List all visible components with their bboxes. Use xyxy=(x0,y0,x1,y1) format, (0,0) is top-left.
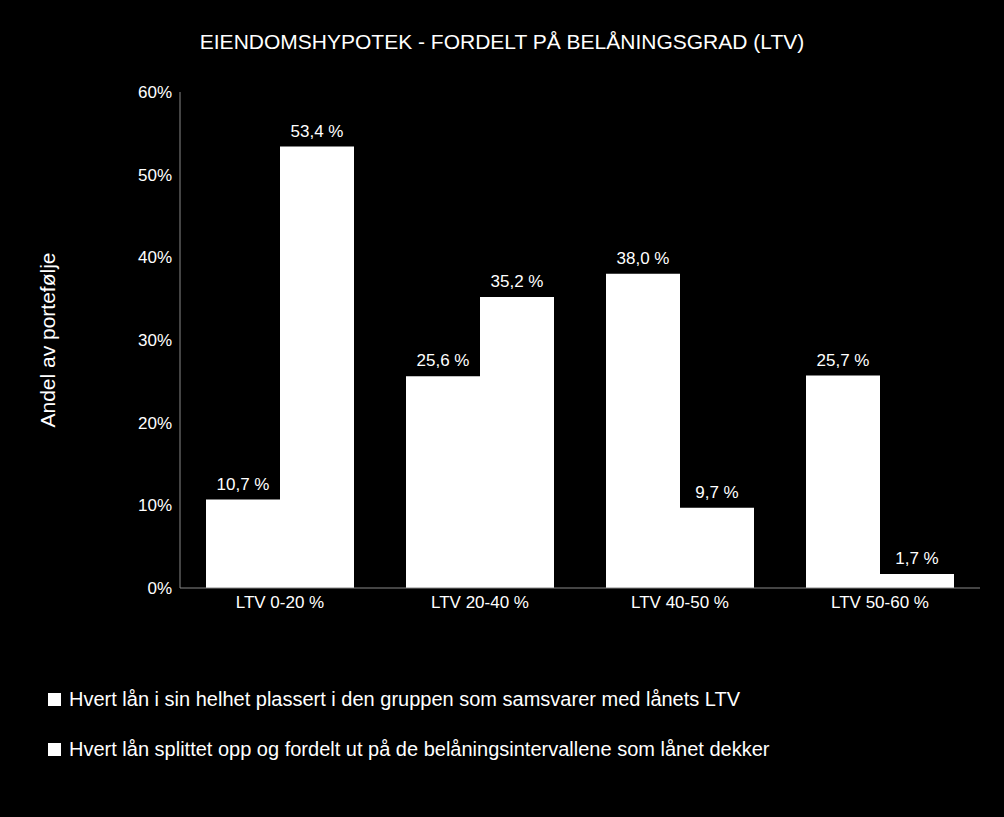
svg-text:0%: 0% xyxy=(147,579,172,598)
svg-text:LTV 50-60 %: LTV 50-60 % xyxy=(831,593,929,612)
html-text:Hvert lån splittet opp og ford: Hvert lån splittet opp og fordelt ut på … xyxy=(69,738,770,760)
svg-text:LTV 0-20 %: LTV 0-20 % xyxy=(236,593,325,612)
svg-text:10%: 10% xyxy=(138,496,172,515)
html-text:Hvert lån i sin helhet plasser: Hvert lån i sin helhet plassert i den gr… xyxy=(69,688,741,710)
svg-text:20%: 20% xyxy=(138,414,172,433)
svg-text:35,2 %: 35,2 % xyxy=(491,272,544,291)
svg-text:30%: 30% xyxy=(138,331,172,350)
svg-text:60%: 60% xyxy=(138,83,172,102)
svg-text:50%: 50% xyxy=(138,166,172,185)
svg-text:38,0 %: 38,0 % xyxy=(617,249,670,268)
svg-text:LTV 20-40 %: LTV 20-40 % xyxy=(431,593,529,612)
svg-text:40%: 40% xyxy=(138,248,172,267)
html-text:EIENDOMSHYPOTEK - FORDELT PÅ B: EIENDOMSHYPOTEK - FORDELT PÅ BELÅNINGSGR… xyxy=(199,30,805,53)
svg-text:10,7 %: 10,7 % xyxy=(217,475,270,494)
svg-text:9,7 %: 9,7 % xyxy=(695,483,738,502)
svg-text:1,7 %: 1,7 % xyxy=(895,549,938,568)
svg-text:53,4 %: 53,4 % xyxy=(291,122,344,141)
svg-text:LTV 40-50 %: LTV 40-50 % xyxy=(631,593,729,612)
svg-text:25,6 %: 25,6 % xyxy=(417,351,470,370)
svg-text:25,7 %: 25,7 % xyxy=(817,351,870,370)
html-text:Andel av portefølje: Andel av portefølje xyxy=(36,252,59,428)
